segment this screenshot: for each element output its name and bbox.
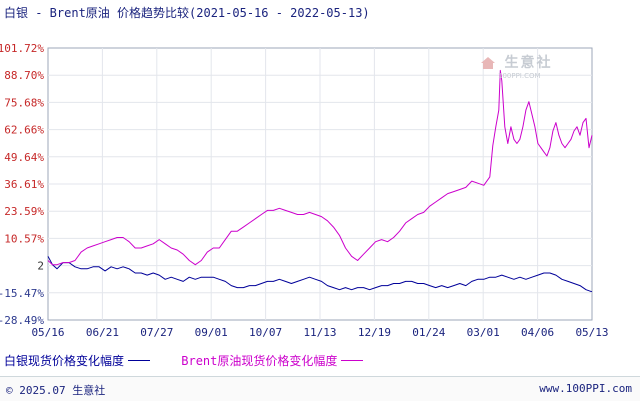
y-tick-label: 101.72% [0,42,44,55]
house-icon [481,57,495,69]
grid-lines [48,48,592,320]
y-tick-labels: 101.72% 88.70% 75.68% 62.66% 49.64% 36.61% 23.… [0,42,44,327]
x-tick-label: 10/07 [249,326,282,339]
legend-item-silver: 白银现货价格变化幅度 [4,352,156,369]
y-tick-label: -28.49% [0,314,44,327]
footer-site-link[interactable]: www.100PPI.com [539,382,632,395]
x-tick-label: 04/06 [521,326,554,339]
legend-label-silver: 白银现货价格变化幅度 [4,354,125,368]
series-lines [47,69,593,293]
x-tick-label: 07/27 [140,326,173,339]
footer-copyright: © 2025.07 生意社 [6,384,106,397]
y-tick-label: 62.66% [4,124,44,137]
y-tick-label: 23.59% [4,205,44,218]
legend: 白银现货价格变化幅度 Brent原油现货价格变化幅度 [4,352,369,369]
watermark-url: 100PPI.COM [498,72,541,80]
x-tick-label: 05/13 [575,326,608,339]
y-tick-label: 36.61% [4,178,44,191]
y-tick-label: 88.70% [4,69,44,82]
y-tick-label: 10.57% [4,232,44,245]
x-tick-label: 03/01 [467,326,500,339]
chart-title: 白银 - Brent原油 价格趋势比较(2021-05-16 - 2022-05… [4,6,370,20]
x-tick-label: 12/19 [358,326,391,339]
legend-swatch-brent [341,360,364,361]
series-line-silver [47,256,593,293]
series-line-brent [47,69,593,266]
footer: © 2025.07 生意社 www.100PPI.com [0,376,640,401]
watermark-name: 生意社 [504,55,553,71]
y-tick-label: -15.47% [0,287,44,300]
x-tick-label: 06/21 [86,326,119,339]
legend-swatch-silver [128,360,151,361]
y-tick-label: 75.68% [4,96,44,109]
x-tick-label: 09/01 [195,326,228,339]
watermark: 生意社 100PPI.COM [480,52,553,80]
y-tick-label: 49.64% [4,151,44,164]
legend-label-brent: Brent原油现货价格变化幅度 [181,354,338,368]
x-tick-label: 01/24 [412,326,445,339]
legend-item-brent: Brent原油现货价格变化幅度 [181,352,369,369]
x-tick-label: 05/16 [31,326,64,339]
y-tick-label: 2 [37,260,44,273]
x-tick-labels: 05/16 06/21 07/27 09/01 10/07 11/13 12/19 01/24… [31,326,608,339]
x-tick-label: 11/13 [303,326,336,339]
